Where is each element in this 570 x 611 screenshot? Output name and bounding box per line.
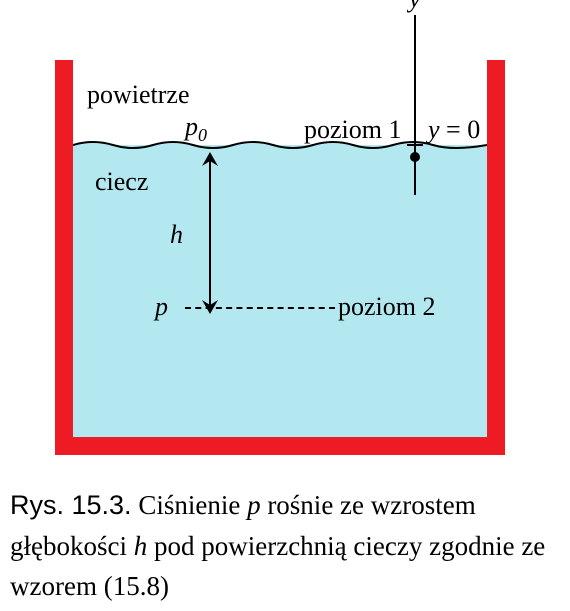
figure-container: powietrze ciecz p0 h p poziom 1 poziom 2…	[0, 0, 570, 611]
label-p: p	[155, 292, 168, 322]
liquid-surface	[73, 138, 487, 152]
container-wall-right	[487, 60, 505, 455]
label-air: powietrze	[87, 80, 190, 110]
label-liquid: ciecz	[95, 167, 148, 197]
label-p0-sub: 0	[198, 125, 207, 145]
caption-fignum: Rys. 15.3.	[10, 490, 132, 520]
label-p0-p: p	[185, 112, 198, 141]
y-axis-point	[410, 152, 420, 162]
label-p0: p0	[185, 112, 207, 146]
label-level1: poziom 1	[304, 115, 402, 145]
y-axis	[414, 15, 416, 195]
label-y0: y = 0	[428, 115, 480, 145]
diagram: powietrze ciecz p0 h p poziom 1 poziom 2…	[55, 60, 505, 455]
figure-caption: Rys. 15.3. Ciśnienie p rośnie ze wzroste…	[10, 485, 560, 607]
label-level2: poziom 2	[338, 292, 436, 322]
h-arrow-line	[209, 160, 211, 305]
level2-dashed-line	[185, 307, 335, 309]
label-h: h	[170, 220, 183, 250]
label-y: y	[409, 0, 421, 14]
caption-text-1: Ciśnienie	[132, 490, 248, 520]
h-arrowhead-up	[202, 152, 218, 166]
container-wall-bottom	[55, 437, 505, 455]
caption-h: h	[134, 531, 148, 561]
container-wall-left	[55, 60, 73, 455]
y-axis-tick	[407, 144, 423, 146]
caption-p: p	[247, 490, 261, 520]
